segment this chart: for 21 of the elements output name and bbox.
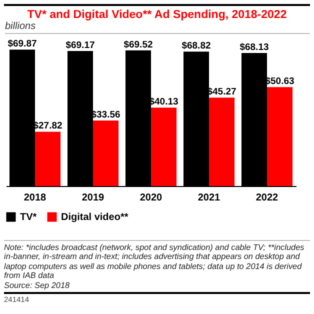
- bar: [209, 98, 235, 186]
- x-tick-label: 2021: [198, 192, 221, 204]
- chart-subtitle: billions: [5, 21, 310, 34]
- data-label: $68.82: [182, 40, 211, 52]
- data-label: $69.87: [8, 38, 37, 50]
- data-label: $69.52: [124, 39, 153, 50]
- x-tick-label: 2019: [82, 192, 105, 204]
- legend-label: TV*: [20, 212, 37, 223]
- source-note: Source: Sep 2018: [4, 280, 71, 290]
- bar: [93, 120, 119, 186]
- bar: [35, 132, 61, 186]
- bar: [151, 108, 177, 186]
- x-tick-label: 2020: [140, 192, 163, 204]
- x-tick-label: 2018: [24, 192, 47, 204]
- chart-title: TV* and Digital Video** Ad Spending, 2018-2022: [26, 9, 288, 21]
- data-label: $69.17: [66, 40, 95, 52]
- text: Note: *includes broadcast (network, spot and syndication) and cable TV; **includes in-banner, in-stream and in-text; includes advertising that appears on desktop and laptop computers as well as mobile phones and tablets; data up to 2014 is derived from IAB data: [4, 243, 306, 281]
- legend-label: Digital video**: [61, 212, 128, 223]
- data-label: $68.13: [240, 42, 269, 54]
- bar: [267, 87, 293, 186]
- x-tick-label: 2022: [256, 192, 279, 204]
